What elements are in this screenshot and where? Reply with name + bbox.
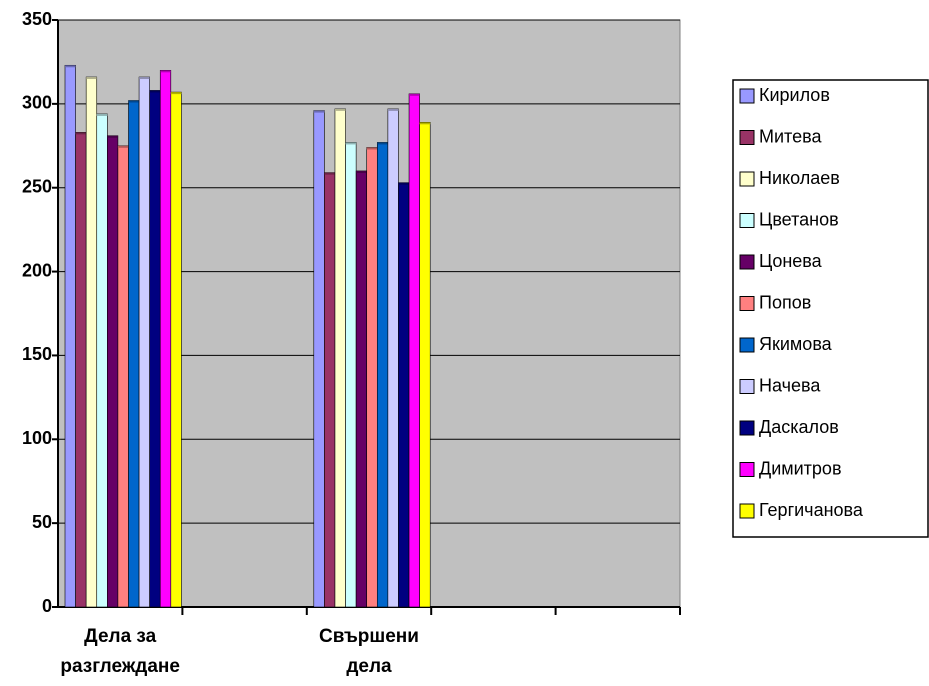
bar-top bbox=[117, 145, 129, 148]
y-tick-label: 300 bbox=[22, 93, 52, 113]
bar-top bbox=[313, 110, 325, 113]
legend-label: Цветанов bbox=[759, 209, 839, 229]
bar-top bbox=[107, 135, 118, 138]
legend-label: Даскалов bbox=[759, 417, 839, 437]
legend-swatch bbox=[739, 296, 755, 311]
bar-top bbox=[75, 132, 87, 135]
bar bbox=[149, 90, 161, 608]
bar-top bbox=[377, 142, 388, 145]
y-tick-label: 50 bbox=[32, 512, 52, 532]
legend-swatch bbox=[739, 420, 755, 436]
bar-top bbox=[324, 172, 335, 175]
bar-top bbox=[128, 100, 140, 103]
bar-top bbox=[65, 65, 76, 68]
legend-label: Начева bbox=[759, 375, 821, 395]
legend-label: Якимова bbox=[759, 334, 833, 354]
bar-top bbox=[356, 170, 367, 173]
bar bbox=[96, 113, 108, 608]
bar bbox=[159, 70, 172, 608]
legend-swatch bbox=[739, 503, 755, 519]
bar bbox=[170, 91, 182, 608]
bar bbox=[387, 108, 399, 608]
legend-swatch bbox=[739, 171, 755, 187]
legend-label: Николаев bbox=[759, 168, 840, 188]
bar bbox=[117, 145, 129, 608]
bar-top bbox=[160, 70, 171, 73]
bar bbox=[324, 172, 336, 608]
legend-label: Митева bbox=[759, 126, 822, 146]
bar-top bbox=[419, 122, 431, 125]
bar-top bbox=[86, 77, 97, 80]
bar bbox=[398, 182, 410, 608]
bar bbox=[366, 147, 378, 608]
bar bbox=[75, 132, 87, 608]
bar bbox=[419, 122, 431, 608]
y-tick-label: 0 bbox=[42, 596, 52, 616]
bar bbox=[128, 100, 140, 608]
bar-top bbox=[170, 92, 182, 95]
bar bbox=[376, 142, 389, 608]
legend-swatch bbox=[739, 337, 755, 353]
bar-top bbox=[149, 90, 161, 93]
x-tick-label: Дела за разглеждане bbox=[60, 626, 180, 677]
bar bbox=[138, 76, 150, 608]
bar bbox=[85, 76, 98, 608]
legend-swatch bbox=[739, 379, 755, 394]
legend-swatch bbox=[739, 213, 755, 228]
x-tick-label: Свършени дела bbox=[319, 626, 419, 677]
bar-top bbox=[334, 108, 346, 111]
bar-top bbox=[345, 142, 357, 145]
legend-label: Кирилов bbox=[759, 85, 830, 105]
bar bbox=[355, 170, 368, 608]
bar-top bbox=[139, 77, 150, 80]
bar-top bbox=[409, 93, 420, 96]
legend-label: Попов bbox=[759, 292, 811, 312]
legend-label: Димитров bbox=[759, 458, 842, 478]
y-tick-label: 150 bbox=[22, 344, 52, 364]
bar bbox=[313, 110, 325, 608]
bar-top bbox=[366, 147, 378, 150]
bar-top bbox=[387, 108, 399, 111]
bar bbox=[64, 64, 76, 608]
legend-swatch bbox=[739, 88, 755, 104]
y-tick-label: 350 bbox=[22, 9, 52, 29]
bar bbox=[107, 135, 119, 608]
bar bbox=[345, 142, 357, 608]
legend-box bbox=[732, 79, 929, 538]
bar bbox=[408, 93, 420, 608]
y-tick-label: 250 bbox=[22, 176, 52, 196]
legend-label: Гергичанова bbox=[759, 500, 864, 520]
legend-swatch bbox=[739, 254, 755, 270]
bar bbox=[334, 108, 346, 608]
legend-swatch bbox=[739, 462, 755, 477]
legend-swatch bbox=[739, 130, 755, 145]
bar-top bbox=[398, 182, 410, 185]
y-tick-label: 100 bbox=[22, 428, 52, 448]
bar-top bbox=[96, 113, 108, 116]
y-tick-label: 200 bbox=[22, 260, 52, 280]
legend-label: Цонева bbox=[759, 251, 823, 271]
